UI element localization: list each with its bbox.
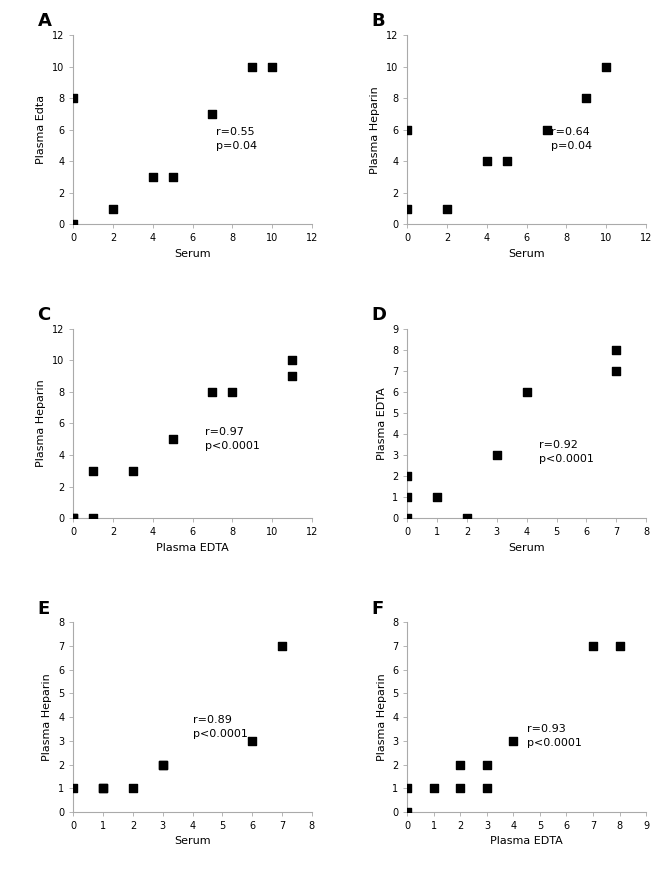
Point — [492, 448, 502, 462]
Point — [442, 202, 452, 216]
Point — [587, 639, 598, 653]
Point — [501, 155, 512, 168]
Point — [157, 758, 168, 772]
Y-axis label: Plasma Heparin: Plasma Heparin — [43, 673, 53, 761]
Point — [402, 805, 413, 819]
Y-axis label: Plasma Edta: Plasma Edta — [37, 95, 47, 164]
Text: F: F — [372, 600, 384, 617]
Point — [462, 512, 472, 526]
Point — [402, 202, 413, 216]
Point — [277, 639, 288, 653]
Point — [455, 781, 466, 795]
Point — [508, 734, 519, 748]
Text: r=0.64
p=0.04: r=0.64 p=0.04 — [551, 127, 591, 151]
X-axis label: Serum: Serum — [508, 249, 545, 259]
Point — [247, 59, 258, 73]
Point — [88, 512, 99, 526]
Point — [207, 107, 218, 120]
Point — [68, 91, 79, 105]
Y-axis label: Plasma Heparin: Plasma Heparin — [37, 380, 47, 467]
Point — [267, 59, 278, 73]
Point — [482, 758, 492, 772]
Point — [402, 123, 413, 137]
X-axis label: Serum: Serum — [174, 836, 211, 847]
Point — [455, 758, 466, 772]
X-axis label: Plasma EDTA: Plasma EDTA — [490, 836, 563, 847]
X-axis label: Serum: Serum — [174, 249, 211, 259]
Point — [286, 354, 297, 368]
Point — [167, 170, 178, 184]
Point — [247, 734, 258, 748]
Point — [611, 343, 621, 357]
Point — [68, 781, 79, 795]
Point — [98, 781, 109, 795]
Y-axis label: Plasma Heparin: Plasma Heparin — [376, 673, 386, 761]
Point — [402, 490, 413, 504]
Text: r=0.89
p<0.0001: r=0.89 p<0.0001 — [192, 715, 248, 739]
Text: B: B — [372, 12, 385, 31]
Point — [157, 758, 168, 772]
Text: r=0.55
p=0.04: r=0.55 p=0.04 — [216, 127, 258, 151]
Point — [68, 512, 79, 526]
Text: C: C — [37, 306, 51, 324]
Point — [482, 781, 492, 795]
Point — [88, 464, 99, 478]
Point — [432, 490, 442, 504]
Point — [611, 364, 621, 378]
Text: r=0.93
p<0.0001: r=0.93 p<0.0001 — [527, 724, 581, 748]
Text: D: D — [372, 306, 386, 324]
Point — [68, 217, 79, 231]
Point — [98, 781, 109, 795]
Point — [167, 432, 178, 446]
Point — [601, 59, 611, 73]
Point — [614, 639, 625, 653]
Point — [147, 170, 158, 184]
Point — [128, 464, 139, 478]
X-axis label: Plasma EDTA: Plasma EDTA — [157, 543, 229, 553]
Y-axis label: Plasma EDTA: Plasma EDTA — [376, 387, 386, 460]
Text: r=0.97
p<0.0001: r=0.97 p<0.0001 — [204, 427, 259, 450]
Point — [541, 123, 552, 137]
Point — [227, 385, 238, 399]
Point — [521, 385, 532, 399]
X-axis label: Serum: Serum — [508, 543, 545, 553]
Text: r=0.92
p<0.0001: r=0.92 p<0.0001 — [539, 440, 593, 464]
Point — [402, 781, 413, 795]
Text: A: A — [37, 12, 51, 31]
Point — [581, 91, 591, 105]
Point — [402, 469, 413, 483]
Y-axis label: Plasma Heparin: Plasma Heparin — [370, 86, 380, 174]
Point — [286, 369, 297, 383]
Point — [128, 781, 139, 795]
Point — [108, 202, 119, 216]
Point — [428, 781, 439, 795]
Point — [68, 512, 79, 526]
Point — [482, 155, 492, 168]
Text: E: E — [37, 600, 50, 617]
Point — [402, 512, 413, 526]
Point — [207, 385, 218, 399]
